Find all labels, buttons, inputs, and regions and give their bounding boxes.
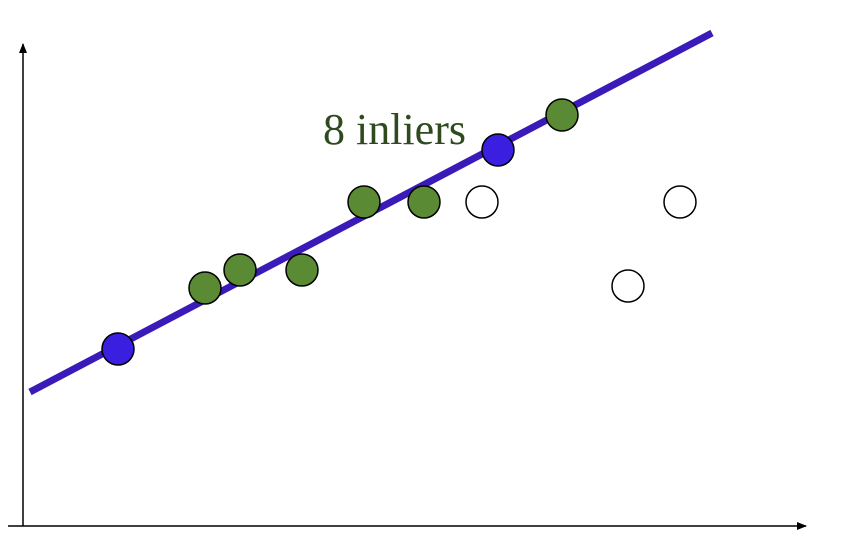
inlier-point — [546, 99, 578, 131]
inlier-point — [348, 186, 380, 218]
inlier-point — [189, 272, 221, 304]
outlier-point — [612, 270, 644, 302]
inlier-count-label: 8 inliers — [323, 105, 466, 154]
outlier-point — [664, 186, 696, 218]
sample-point — [102, 333, 134, 365]
outlier-point — [466, 186, 498, 218]
inlier-point — [224, 254, 256, 286]
inlier-point — [408, 186, 440, 218]
inlier-point — [286, 254, 318, 286]
sample-point — [482, 134, 514, 166]
